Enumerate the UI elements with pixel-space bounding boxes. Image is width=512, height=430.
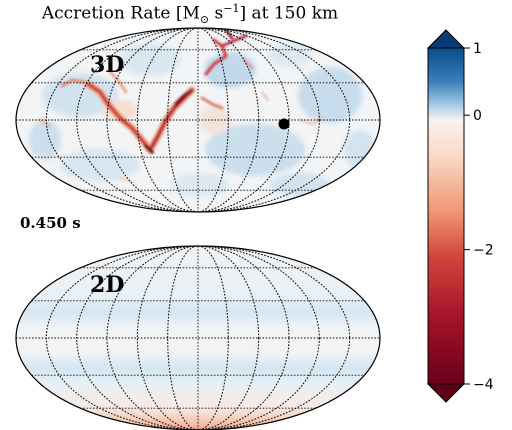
colorbar-tick-label: −2 bbox=[473, 243, 494, 259]
meridian-line bbox=[136, 246, 260, 430]
colorbar-tick-label: 0 bbox=[473, 108, 482, 124]
map-3d bbox=[15, 27, 381, 213]
chart-title: Accretion Rate [M⊙ s−1] at 150 km bbox=[41, 2, 339, 27]
meridian-line bbox=[76, 28, 320, 212]
time-label: 0.450 s bbox=[20, 214, 81, 232]
colorbar-tick-label: −4 bbox=[473, 377, 494, 393]
panel-label-3d: 3D bbox=[90, 52, 125, 78]
marker-dot bbox=[278, 118, 290, 130]
meridian-line bbox=[76, 246, 320, 430]
colorbar: 1 0 −2 −4 bbox=[426, 29, 494, 403]
panel-label-2d: 2D bbox=[90, 272, 125, 298]
colorbar-tick-label: 1 bbox=[473, 41, 482, 57]
map-2d bbox=[15, 245, 381, 430]
meridian-line bbox=[136, 28, 260, 212]
